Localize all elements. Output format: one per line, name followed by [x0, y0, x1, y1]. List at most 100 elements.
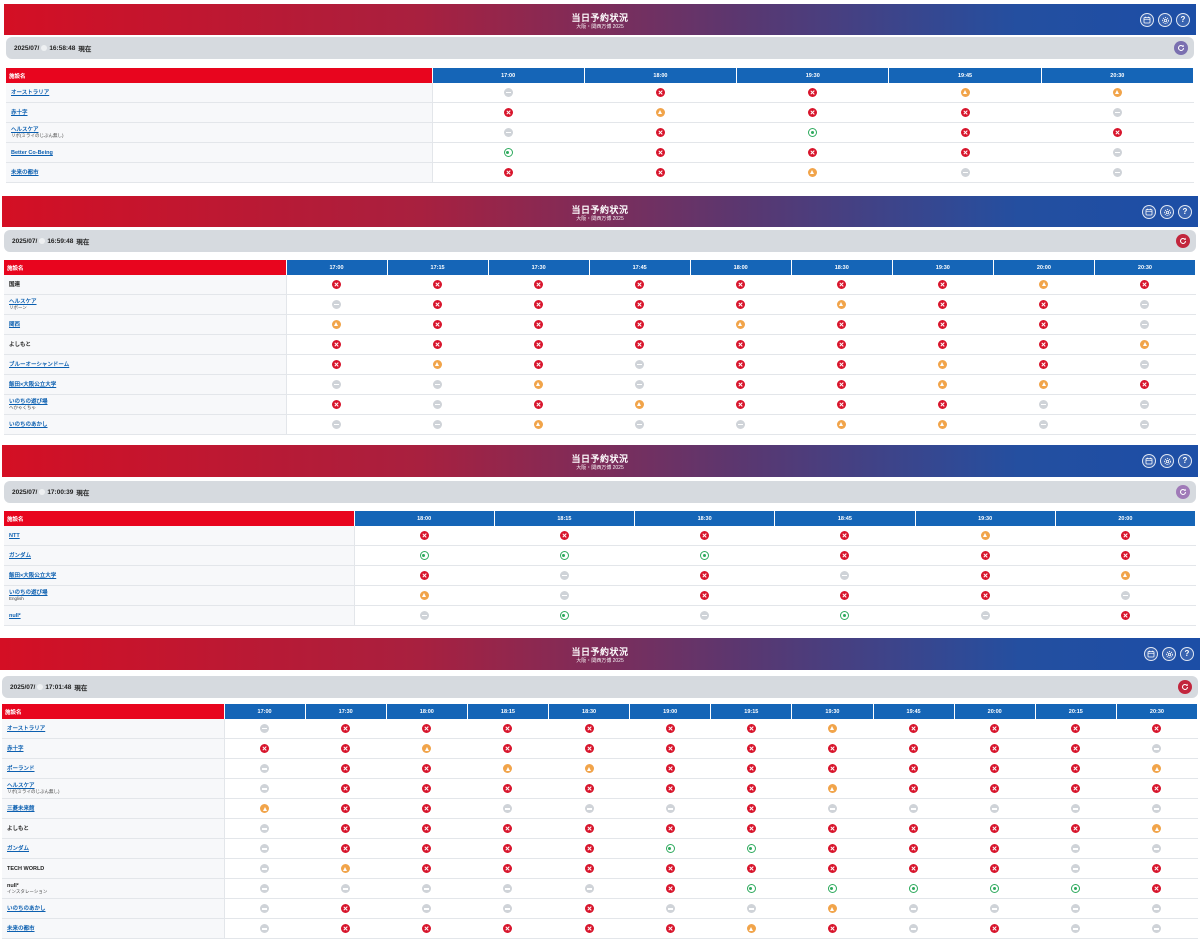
availability-cell[interactable]	[690, 334, 792, 356]
facility-link[interactable]: ブルーオーシャンドーム	[9, 361, 70, 368]
availability-cell[interactable]	[354, 526, 495, 547]
availability-cell[interactable]	[873, 798, 955, 820]
availability-cell[interactable]	[488, 414, 590, 436]
availability-cell[interactable]	[791, 878, 873, 900]
availability-cell[interactable]	[589, 275, 691, 296]
availability-cell[interactable]	[954, 898, 1036, 920]
availability-cell[interactable]	[305, 778, 387, 800]
availability-cell[interactable]	[791, 778, 873, 800]
availability-cell[interactable]	[791, 354, 893, 376]
availability-cell[interactable]	[494, 526, 635, 547]
availability-cell[interactable]	[791, 719, 873, 740]
availability-cell[interactable]	[791, 858, 873, 880]
availability-cell[interactable]	[589, 334, 691, 356]
availability-cell[interactable]	[690, 314, 792, 336]
availability-cell[interactable]	[354, 605, 495, 627]
availability-cell[interactable]	[1094, 414, 1196, 436]
availability-cell[interactable]	[892, 374, 994, 396]
availability-cell[interactable]	[548, 858, 630, 880]
availability-cell[interactable]	[954, 778, 1036, 800]
availability-cell[interactable]	[888, 142, 1042, 164]
availability-cell[interactable]	[873, 719, 955, 740]
availability-cell[interactable]	[954, 878, 1036, 900]
facility-link[interactable]: NTT	[9, 532, 20, 539]
availability-cell[interactable]	[1116, 818, 1198, 840]
availability-cell[interactable]	[386, 738, 468, 760]
availability-cell[interactable]	[629, 778, 711, 800]
availability-cell[interactable]	[634, 565, 775, 587]
availability-cell[interactable]	[791, 275, 893, 296]
availability-cell[interactable]	[791, 294, 893, 316]
availability-cell[interactable]	[467, 858, 549, 880]
availability-cell[interactable]	[386, 758, 468, 780]
availability-cell[interactable]	[1116, 719, 1198, 740]
availability-cell[interactable]	[791, 798, 873, 820]
availability-cell[interactable]	[629, 798, 711, 820]
availability-cell[interactable]	[1035, 858, 1117, 880]
availability-cell[interactable]	[1116, 858, 1198, 880]
availability-cell[interactable]	[589, 374, 691, 396]
availability-cell[interactable]	[1055, 545, 1196, 567]
availability-cell[interactable]	[1035, 758, 1117, 780]
calendar-button[interactable]	[1142, 205, 1156, 219]
facility-link[interactable]: いのちのあかし	[9, 421, 48, 428]
availability-cell[interactable]	[915, 526, 1056, 547]
availability-cell[interactable]	[286, 275, 388, 296]
availability-cell[interactable]	[1055, 585, 1196, 607]
availability-cell[interactable]	[1116, 778, 1198, 800]
availability-cell[interactable]	[634, 605, 775, 627]
availability-cell[interactable]	[736, 142, 889, 164]
availability-cell[interactable]	[386, 798, 468, 820]
availability-cell[interactable]	[1094, 394, 1196, 416]
availability-cell[interactable]	[387, 275, 489, 296]
facility-link[interactable]: ガンダム	[7, 845, 30, 852]
availability-cell[interactable]	[791, 838, 873, 860]
facility-link[interactable]: Better Co-Being	[11, 149, 53, 156]
availability-cell[interactable]	[488, 354, 590, 376]
availability-cell[interactable]	[954, 918, 1036, 940]
availability-cell[interactable]	[488, 275, 590, 296]
availability-cell[interactable]	[386, 918, 468, 940]
availability-cell[interactable]	[1094, 354, 1196, 376]
availability-cell[interactable]	[354, 545, 495, 567]
availability-cell[interactable]	[305, 838, 387, 860]
availability-cell[interactable]	[791, 758, 873, 780]
availability-cell[interactable]	[774, 585, 915, 607]
availability-cell[interactable]	[584, 83, 737, 104]
availability-cell[interactable]	[1035, 798, 1117, 820]
availability-cell[interactable]	[1035, 918, 1117, 940]
availability-cell[interactable]	[1116, 798, 1198, 820]
availability-cell[interactable]	[1041, 142, 1194, 164]
availability-cell[interactable]	[305, 918, 387, 940]
availability-cell[interactable]	[710, 778, 792, 800]
availability-cell[interactable]	[791, 818, 873, 840]
availability-cell[interactable]	[892, 334, 994, 356]
availability-cell[interactable]	[690, 414, 792, 436]
help-button[interactable]: ?	[1178, 454, 1192, 468]
availability-cell[interactable]	[548, 738, 630, 760]
availability-cell[interactable]	[488, 374, 590, 396]
availability-cell[interactable]	[791, 394, 893, 416]
availability-cell[interactable]	[548, 878, 630, 900]
availability-cell[interactable]	[774, 565, 915, 587]
availability-cell[interactable]	[224, 918, 306, 940]
availability-cell[interactable]	[629, 719, 711, 740]
availability-cell[interactable]	[467, 738, 549, 760]
facility-link[interactable]: ポーランド	[7, 765, 35, 772]
availability-cell[interactable]	[993, 314, 1095, 336]
facility-link[interactable]: 赤十字	[11, 109, 28, 116]
settings-button[interactable]	[1160, 205, 1174, 219]
facility-link[interactable]: 飯田×大阪公立大学	[9, 572, 57, 579]
availability-cell[interactable]	[892, 414, 994, 436]
help-button[interactable]: ?	[1176, 13, 1190, 27]
calendar-button[interactable]	[1142, 454, 1156, 468]
availability-cell[interactable]	[892, 294, 994, 316]
availability-cell[interactable]	[589, 414, 691, 436]
availability-cell[interactable]	[1035, 838, 1117, 860]
availability-cell[interactable]	[954, 798, 1036, 820]
availability-cell[interactable]	[305, 858, 387, 880]
facility-link[interactable]: オーストラリア	[7, 725, 46, 732]
availability-cell[interactable]	[494, 585, 635, 607]
availability-cell[interactable]	[993, 414, 1095, 436]
availability-cell[interactable]	[710, 738, 792, 760]
